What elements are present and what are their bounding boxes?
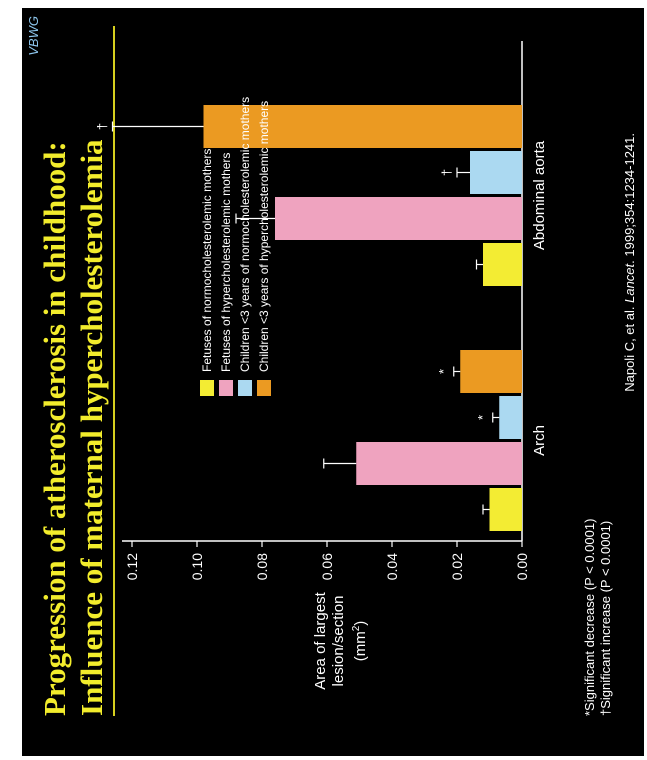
significance-mark: †	[95, 123, 110, 130]
significance-mark: *	[436, 369, 451, 374]
significance-mark: *	[475, 415, 490, 420]
bar-chart: 0.00 0.02 0.04 0.06 0.08 0.10 0.12 * * Arch † † Abdo…	[95, 41, 548, 580]
y-tick-label: 0.00	[514, 553, 530, 580]
legend-item: Fetuses of normocholesterolemic mothers	[197, 97, 216, 396]
legend-label: Children <3 years of normocholesterolemi…	[237, 96, 252, 372]
legend-swatch	[237, 380, 252, 396]
footnotes: *Significant decrease (P < 0.0001) †Sign…	[582, 519, 614, 716]
legend-item: Fetuses of hypercholesterolemic mothers	[216, 97, 235, 396]
bar	[356, 442, 522, 485]
citation: Napoli C, et al. Lancet. 1999;354:1234-1…	[622, 133, 637, 392]
chart-legend: Fetuses of normocholesterolemic mothers …	[197, 97, 273, 396]
significance-mark: †	[439, 169, 454, 176]
citation-prefix: Napoli C, et al.	[622, 302, 637, 392]
y-tick-label: 0.10	[189, 553, 205, 580]
bar	[489, 488, 522, 531]
bar	[470, 151, 522, 194]
legend-label: Fetuses of normocholesterolemic mothers	[199, 148, 214, 372]
bar	[483, 243, 522, 286]
footnote-increase: †Significant increase (P < 0.0001)	[598, 520, 613, 716]
legend-item: Children <3 years of normocholesterolemi…	[235, 97, 254, 396]
slide-content: VBWG Progression of atherosclerosis in c…	[22, 8, 644, 756]
x-category-label: Abdominal aorta	[531, 140, 548, 250]
legend-swatch	[218, 380, 233, 396]
bar	[203, 105, 522, 148]
y-tick-label: 0.06	[319, 553, 335, 580]
bar	[275, 197, 522, 240]
legend-label: Fetuses of hypercholesterolemic mothers	[218, 152, 233, 372]
citation-suffix: . 1999;354:1234-1241.	[622, 133, 637, 264]
bar	[499, 396, 522, 439]
footnote-decrease: *Significant decrease (P < 0.0001)	[582, 518, 597, 716]
x-category-label: Arch	[531, 425, 548, 456]
y-tick-label: 0.12	[124, 553, 140, 580]
y-tick-label: 0.04	[384, 553, 400, 580]
y-tick-label: 0.02	[449, 553, 465, 580]
y-tick-label: 0.08	[254, 553, 270, 580]
citation-journal: Lancet	[622, 263, 637, 303]
bar	[460, 350, 522, 393]
slide: VBWG Progression of atherosclerosis in c…	[22, 8, 644, 756]
legend-item: Children <3 years of hypercholesterolemi…	[254, 97, 273, 396]
legend-swatch	[199, 380, 214, 396]
legend-label: Children <3 years of hypercholesterolemi…	[256, 100, 271, 372]
legend-swatch	[256, 380, 271, 396]
